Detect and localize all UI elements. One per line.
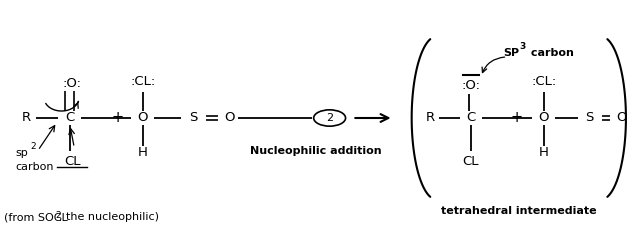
Text: :O:: :O: — [462, 79, 481, 92]
FancyArrowPatch shape — [482, 57, 504, 73]
Text: 3: 3 — [520, 42, 526, 51]
Text: CL: CL — [64, 155, 80, 168]
Text: O: O — [538, 111, 549, 125]
Text: 2: 2 — [55, 211, 61, 220]
Text: tetrahedral intermediate: tetrahedral intermediate — [441, 206, 597, 216]
Text: S: S — [585, 111, 594, 125]
Text: SP: SP — [503, 48, 519, 58]
Text: :O:: :O: — [63, 76, 81, 89]
Text: (from SOCL: (from SOCL — [4, 212, 67, 222]
Text: Nucleophilic addition: Nucleophilic addition — [250, 146, 382, 156]
Text: 2: 2 — [326, 113, 333, 123]
Text: R: R — [426, 111, 435, 125]
Text: carbon: carbon — [526, 48, 574, 58]
Text: C: C — [466, 111, 476, 125]
Text: C: C — [65, 111, 74, 125]
Text: sp: sp — [15, 148, 28, 158]
Text: O: O — [224, 111, 235, 125]
Text: CL: CL — [463, 155, 479, 168]
Text: :CL:: :CL: — [130, 75, 155, 88]
Text: O: O — [616, 111, 627, 125]
Text: H: H — [539, 147, 549, 160]
Text: :CL:: :CL: — [531, 75, 556, 88]
Text: +: + — [112, 110, 124, 126]
Text: 2: 2 — [30, 142, 36, 151]
Text: O: O — [137, 111, 148, 125]
Text: , the nucleophilic): , the nucleophilic) — [59, 212, 159, 222]
Text: carbon: carbon — [15, 162, 54, 172]
Text: S: S — [188, 111, 197, 125]
Text: +: + — [510, 110, 522, 126]
Text: H: H — [138, 147, 147, 160]
Text: R: R — [22, 111, 31, 125]
